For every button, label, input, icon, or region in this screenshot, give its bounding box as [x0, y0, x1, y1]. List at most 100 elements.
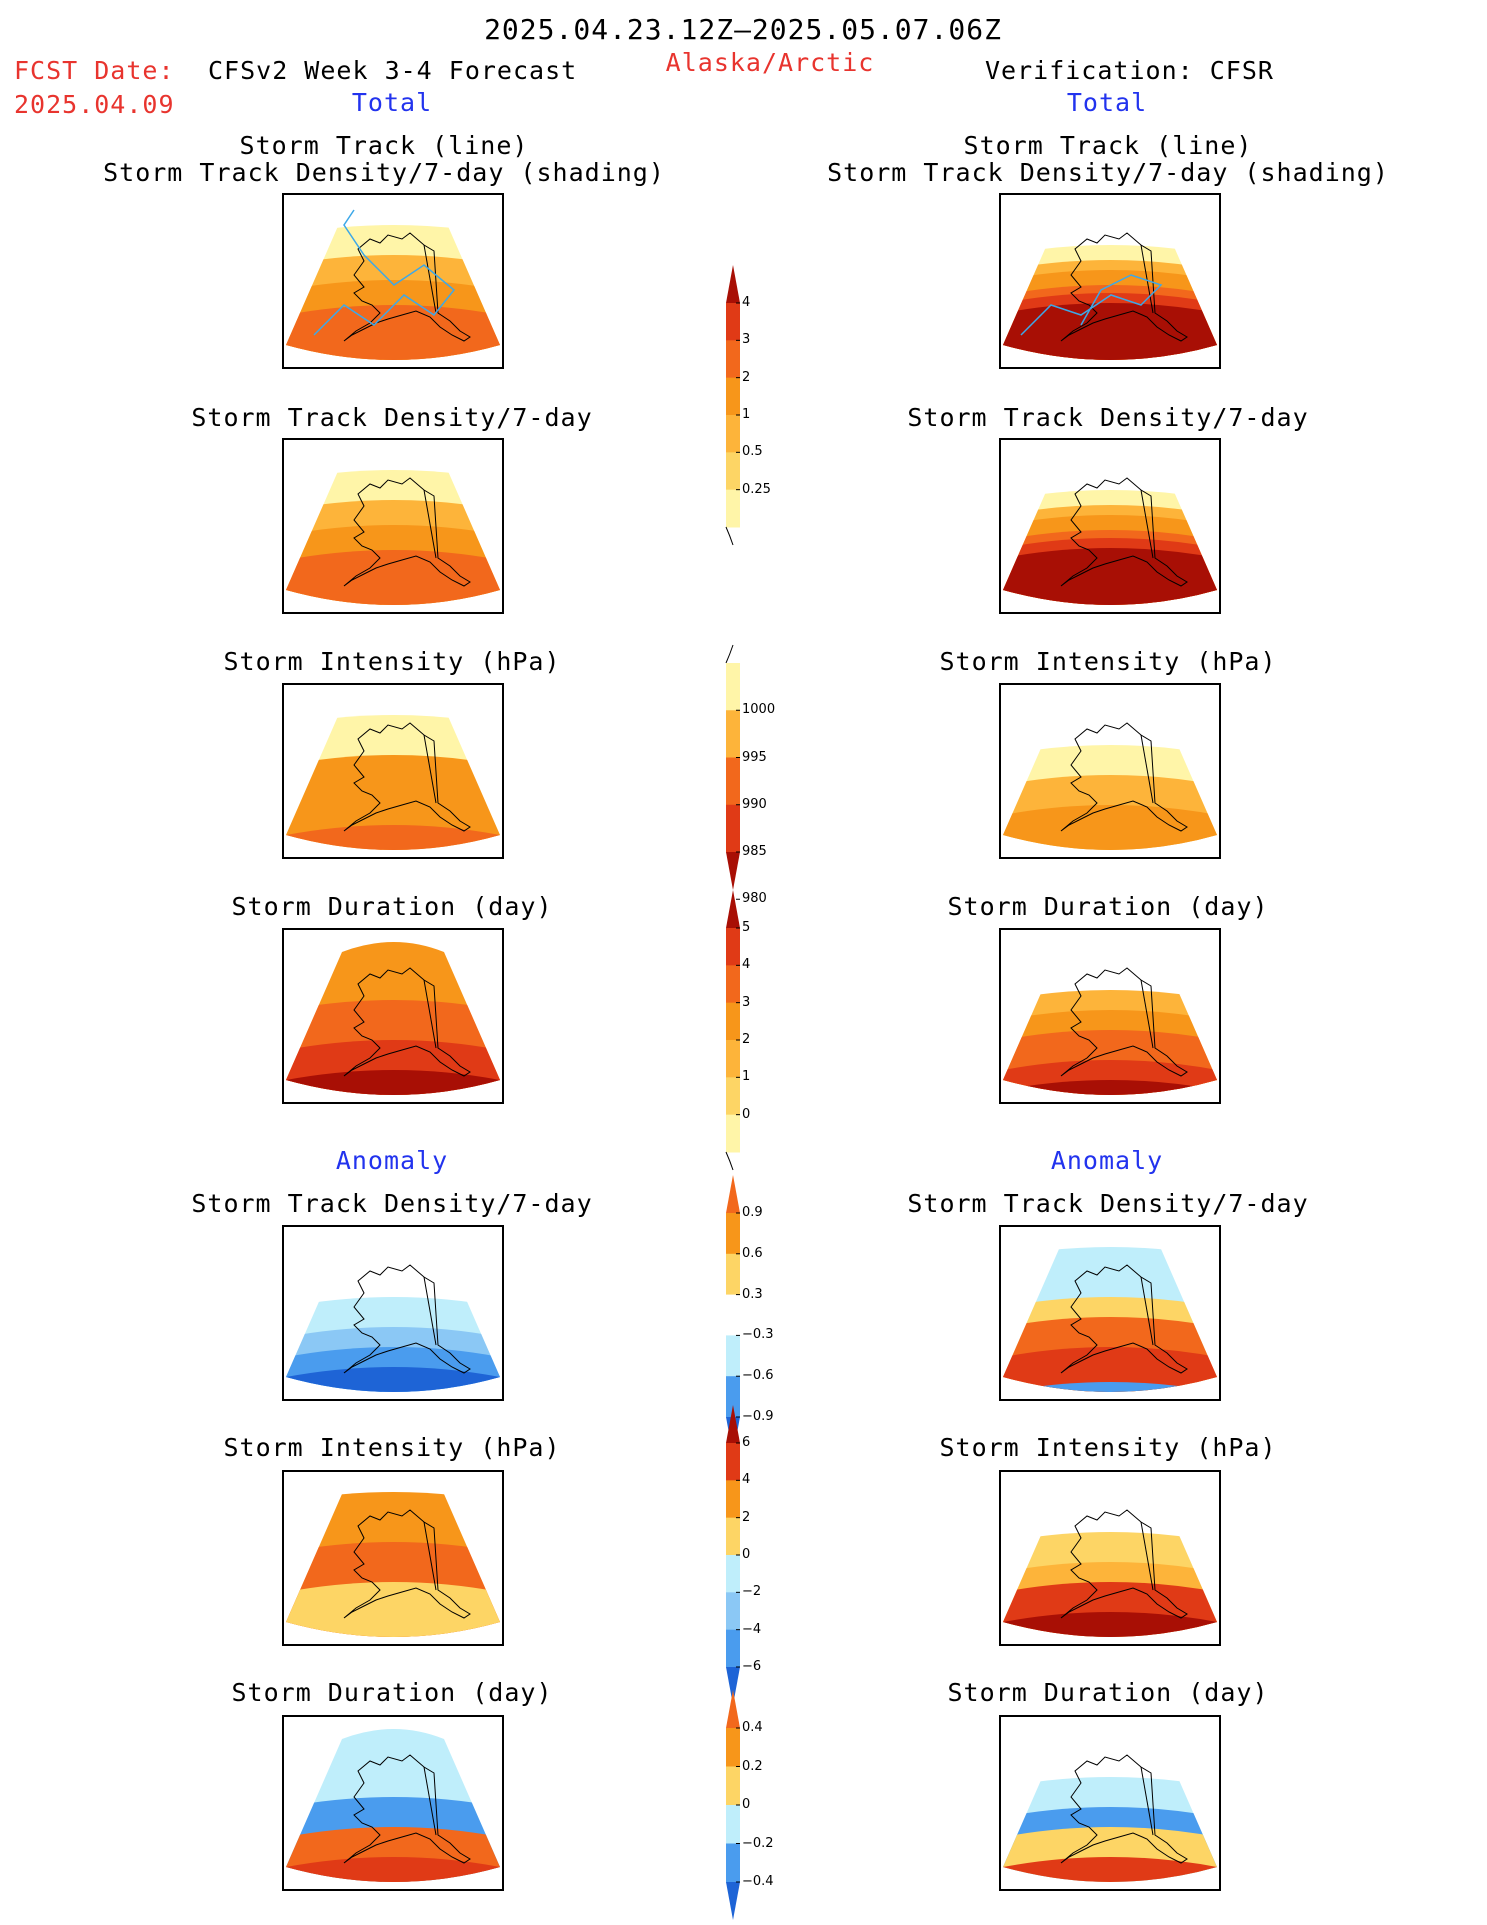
colorbar-segment — [726, 1629, 740, 1668]
colorbar-tick-label: 1 — [742, 1069, 751, 1085]
colorbar-tick-label: −6 — [742, 1659, 762, 1674]
colorbar-tick-label: 0 — [742, 1797, 751, 1812]
map-row1-right — [999, 193, 1221, 369]
colorbar-segment — [726, 663, 740, 711]
colorbar-tick-label: 4 — [742, 957, 751, 973]
shading-region — [1003, 1080, 1217, 1095]
colorbar-tick-label: 0 — [742, 1547, 751, 1562]
colorbar-segment — [726, 452, 740, 491]
colorbar-segment — [726, 1040, 740, 1078]
coastline — [343, 1754, 471, 1864]
map-row3-left — [282, 683, 504, 859]
coastline — [1060, 1509, 1188, 1619]
colorbar-tick-label: 0 — [742, 1106, 751, 1122]
colorbar-bottom-arrow — [726, 852, 740, 890]
map-row3-right — [999, 683, 1221, 859]
colorbar-duration: 5 4 3 2 1 0 — [720, 890, 780, 1171]
shading-region — [1003, 548, 1217, 605]
shading-region — [1003, 1382, 1217, 1392]
shading-region — [286, 825, 500, 850]
coastline — [343, 722, 471, 832]
coastline — [343, 967, 471, 1077]
right-anomaly-label: Anomaly — [1050, 1146, 1164, 1175]
shading-region — [1003, 303, 1217, 360]
fcst-date-label: FCST Date: — [14, 56, 175, 85]
shading-region — [1003, 805, 1217, 850]
date-range-title: 2025.04.23.12Z–2025.05.07.06Z — [484, 13, 1002, 46]
coastline — [1060, 1754, 1188, 1864]
shading-region — [1003, 1612, 1217, 1637]
border-line — [1140, 489, 1154, 559]
coastline — [1060, 232, 1188, 342]
row5-left-title: Storm Track Density/7-day — [191, 1189, 593, 1218]
row4-right-title: Storm Duration (day) — [947, 892, 1269, 921]
colorbar-segment — [726, 1114, 740, 1153]
colorbar-tick-label: 990 — [742, 796, 767, 812]
colorbar-segment — [726, 1335, 740, 1377]
colorbar-intensity: 1000 995 990 985 980 — [720, 644, 780, 905]
colorbar-top-arrow — [726, 265, 740, 303]
colorbar-segment — [726, 303, 740, 341]
colorbar-tick-label: 2 — [742, 1509, 751, 1525]
shading-region — [286, 1367, 500, 1392]
colorbar-tick-label: 2 — [742, 369, 751, 385]
border-line — [423, 1276, 437, 1346]
storm-track-line — [313, 209, 456, 336]
right-total-label: Total — [1066, 88, 1148, 117]
row3-right-title: Storm Intensity (hPa) — [939, 647, 1277, 676]
shading-region — [286, 1582, 500, 1637]
coastline — [1060, 477, 1188, 587]
coastline — [1060, 967, 1188, 1077]
colorbar-segment — [726, 757, 740, 806]
row2-left-title: Storm Track Density/7-day — [191, 403, 593, 432]
coastline — [343, 232, 471, 342]
colorbar-segment — [726, 1555, 740, 1593]
fcst-date-value: 2025.04.09 — [14, 90, 175, 119]
row7-right-title: Storm Duration (day) — [947, 1678, 1269, 1707]
colorbar-top-arrow — [726, 890, 740, 928]
colorbar-tick-label: 980 — [742, 891, 767, 907]
colorbar-tick-label: 4 — [742, 295, 751, 310]
row5-right-title: Storm Track Density/7-day — [907, 1189, 1309, 1218]
colorbar-bottom-arrow — [726, 1882, 740, 1920]
border-line — [423, 489, 437, 559]
colorbar-segment — [726, 710, 740, 758]
colorbar-tick-label: 6 — [742, 1435, 751, 1450]
colorbar-segment — [726, 415, 740, 453]
colorbar-tick-label: 3 — [742, 332, 751, 348]
colorbar-segment — [726, 1443, 740, 1481]
colorbar-segment — [726, 377, 740, 416]
verification-title: Verification: CFSR — [985, 56, 1274, 85]
coastline — [343, 477, 471, 587]
coastline — [1060, 722, 1188, 832]
border-line — [1140, 244, 1154, 314]
border-line — [423, 1766, 437, 1836]
map-row4-left — [282, 928, 504, 1104]
colorbar-tick-label: 1 — [742, 407, 751, 422]
border-line — [1140, 734, 1154, 804]
colorbar-top-arrow — [726, 1690, 740, 1728]
colorbar-tick-label: 0.25 — [742, 481, 771, 497]
colorbar-segment — [726, 1376, 740, 1418]
colorbar-tick-label: 0.3 — [742, 1286, 763, 1302]
colorbar-density: 4 3 2 1 0.5 0.25 — [720, 265, 780, 546]
colorbar-top-arrow — [726, 1405, 740, 1443]
colorbar-tick-label: 3 — [742, 994, 751, 1010]
colorbar-segment — [726, 804, 740, 853]
map-row6-left — [282, 1470, 504, 1646]
colorbar-tick-label: 1000 — [742, 702, 776, 718]
colorbar-tick-label: −2 — [742, 1584, 762, 1600]
shading-region — [286, 550, 500, 605]
colorbar-segment — [726, 1517, 740, 1556]
colorbar-segment — [726, 1728, 740, 1767]
region-title: Alaska/Arctic — [665, 48, 875, 77]
colorbar-segment — [726, 1592, 740, 1631]
colorbar-segment — [726, 489, 740, 528]
border-line — [423, 734, 437, 804]
colorbar-segment — [726, 1480, 740, 1519]
colorbar-segment — [726, 928, 740, 966]
border-line — [423, 979, 437, 1049]
row3-left-title: Storm Intensity (hPa) — [223, 647, 561, 676]
colorbar-tick-label: −0.4 — [742, 1874, 774, 1889]
colorbar-tick-label: −0.6 — [742, 1368, 774, 1384]
